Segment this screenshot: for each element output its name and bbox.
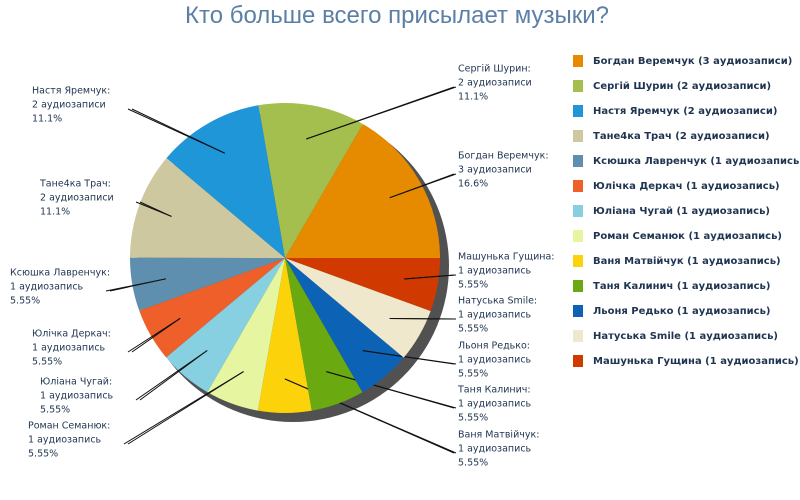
leader-line <box>404 274 457 280</box>
legend-marker <box>573 305 583 317</box>
pie-slice <box>130 158 285 258</box>
slice-label-percent: 5.55% <box>10 295 40 306</box>
slice-label-name: Настя Яремчук: <box>32 85 110 96</box>
pie-slice <box>258 102 363 258</box>
slice-label-count: 1 аудиозапись <box>458 309 532 320</box>
slice-label-name: Ксюшка Лавренчук: <box>10 267 110 278</box>
legend-marker <box>573 280 583 292</box>
leader-line <box>389 173 457 199</box>
legend-label: Богдан Веремчук (3 аудиозаписи) <box>593 56 792 67</box>
legend-label: Юлічка Деркач (1 аудиозапись) <box>593 181 780 192</box>
slice-label-name: Таня Калинич: <box>457 384 531 395</box>
legend-label: Ваня Матвійчук (1 аудиозапись) <box>593 256 781 267</box>
slice-label-name: Ваня Матвійчук: <box>458 429 539 440</box>
slice-label-percent: 5.55% <box>32 356 62 367</box>
slice-label-percent: 5.55% <box>458 279 488 290</box>
pie-slice <box>285 258 404 393</box>
slice-label-count: 2 аудиозаписи <box>40 192 114 203</box>
slice-label-name: Натуська Smile: <box>458 295 537 306</box>
slice-label-count: 3 аудиозаписи <box>458 164 532 175</box>
legend-label: Роман Семанюк (1 аудиозапись) <box>593 231 782 242</box>
slice-label-percent: 5.55% <box>28 448 58 459</box>
legend-marker <box>573 130 583 142</box>
legend-marker <box>573 105 583 117</box>
legend-label: Натуська Smile (1 аудиозапись) <box>593 331 778 342</box>
legend-marker <box>573 330 583 342</box>
slice-label-count: 2 аудиозаписи <box>32 99 106 110</box>
slice-label-count: 1 аудиозапись <box>458 398 532 409</box>
pie-slice <box>130 257 285 311</box>
pie-slice <box>285 123 441 258</box>
leader-line <box>306 86 457 140</box>
legend-marker <box>573 155 583 167</box>
legend-label: Льоня Редько (1 аудиозапись) <box>593 306 771 317</box>
leader-line <box>127 317 181 353</box>
slice-label-name: Юлічка Деркач: <box>32 328 111 339</box>
slice-label-name: Льоня Редько: <box>458 340 530 351</box>
slice-label-percent: 5.55% <box>458 457 488 468</box>
slice-label-count: 1 аудиозапись <box>458 443 532 454</box>
slice-label-percent: 5.55% <box>458 323 488 334</box>
legend-marker <box>573 255 583 267</box>
slice-label-name: Тане4ка Трач: <box>39 178 111 189</box>
pie-slice <box>285 258 440 312</box>
slice-label-name: Юліана Чугай: <box>40 376 112 387</box>
slice-label-percent: 5.55% <box>40 404 70 415</box>
slice-label-name: Богдан Веремчук: <box>458 150 549 161</box>
slice-label-name: Роман Семанюк: <box>28 420 110 431</box>
chart-title: Кто больше всего присылает музыки? <box>185 2 609 29</box>
leader-line <box>135 350 208 401</box>
legend-label: Таня Калинич (1 аудиозапись) <box>593 281 770 292</box>
pie-slice <box>257 258 312 413</box>
legend-marker <box>573 55 583 67</box>
legend-marker <box>573 355 583 367</box>
pie-slice <box>139 258 285 358</box>
slice-label-count: 1 аудиозапись <box>40 390 114 401</box>
slice-label-percent: 11.1% <box>458 91 488 102</box>
slice-label-count: 1 аудиозапись <box>458 265 532 276</box>
leader-line <box>123 371 244 445</box>
legend-label: Сергій Шурин (2 аудиозаписи) <box>593 81 771 92</box>
legend-label: Юліана Чугай (1 аудиозапись) <box>593 206 770 217</box>
legend-marker <box>573 180 583 192</box>
legend-label: Тане4ка Трач (2 аудиозаписи) <box>593 131 770 142</box>
pie-slice <box>166 105 285 258</box>
slice-label-percent: 5.55% <box>458 412 488 423</box>
slice-label-count: 1 аудиозапись <box>28 434 102 445</box>
slice-label-count: 2 аудиозаписи <box>458 77 532 88</box>
slice-label-name: Машунька Гущина: <box>458 251 555 262</box>
slice-label-percent: 11.1% <box>40 206 70 217</box>
leader-line <box>105 278 167 292</box>
leader-line <box>127 108 225 154</box>
legend-marker <box>573 230 583 242</box>
leader-line <box>362 350 457 365</box>
pie-slice <box>207 258 285 411</box>
slice-label-name: Сергій Шурин: <box>458 63 531 74</box>
pie-slice <box>285 258 431 358</box>
legend-marker <box>573 205 583 217</box>
legend-label: Ксюшка Лавренчук (1 аудиозапись) <box>593 156 800 167</box>
legend-marker <box>573 80 583 92</box>
leader-line <box>135 201 172 217</box>
slice-label-percent: 5.55% <box>458 368 488 379</box>
leader-line <box>389 317 457 320</box>
slice-label-count: 1 аудиозапись <box>32 342 106 353</box>
legend-label: Настя Яремчук (2 аудиозаписи) <box>593 106 777 117</box>
legend-label: Машунька Гущина (1 аудиозапись) <box>593 356 799 367</box>
slice-label-count: 1 аудиозапись <box>10 281 84 292</box>
slice-label-percent: 16.6% <box>458 178 488 189</box>
leader-line <box>326 371 457 409</box>
slice-label-count: 1 аудиозапись <box>458 354 532 365</box>
slice-label-percent: 11.1% <box>32 113 62 124</box>
pie-slice <box>285 258 363 411</box>
